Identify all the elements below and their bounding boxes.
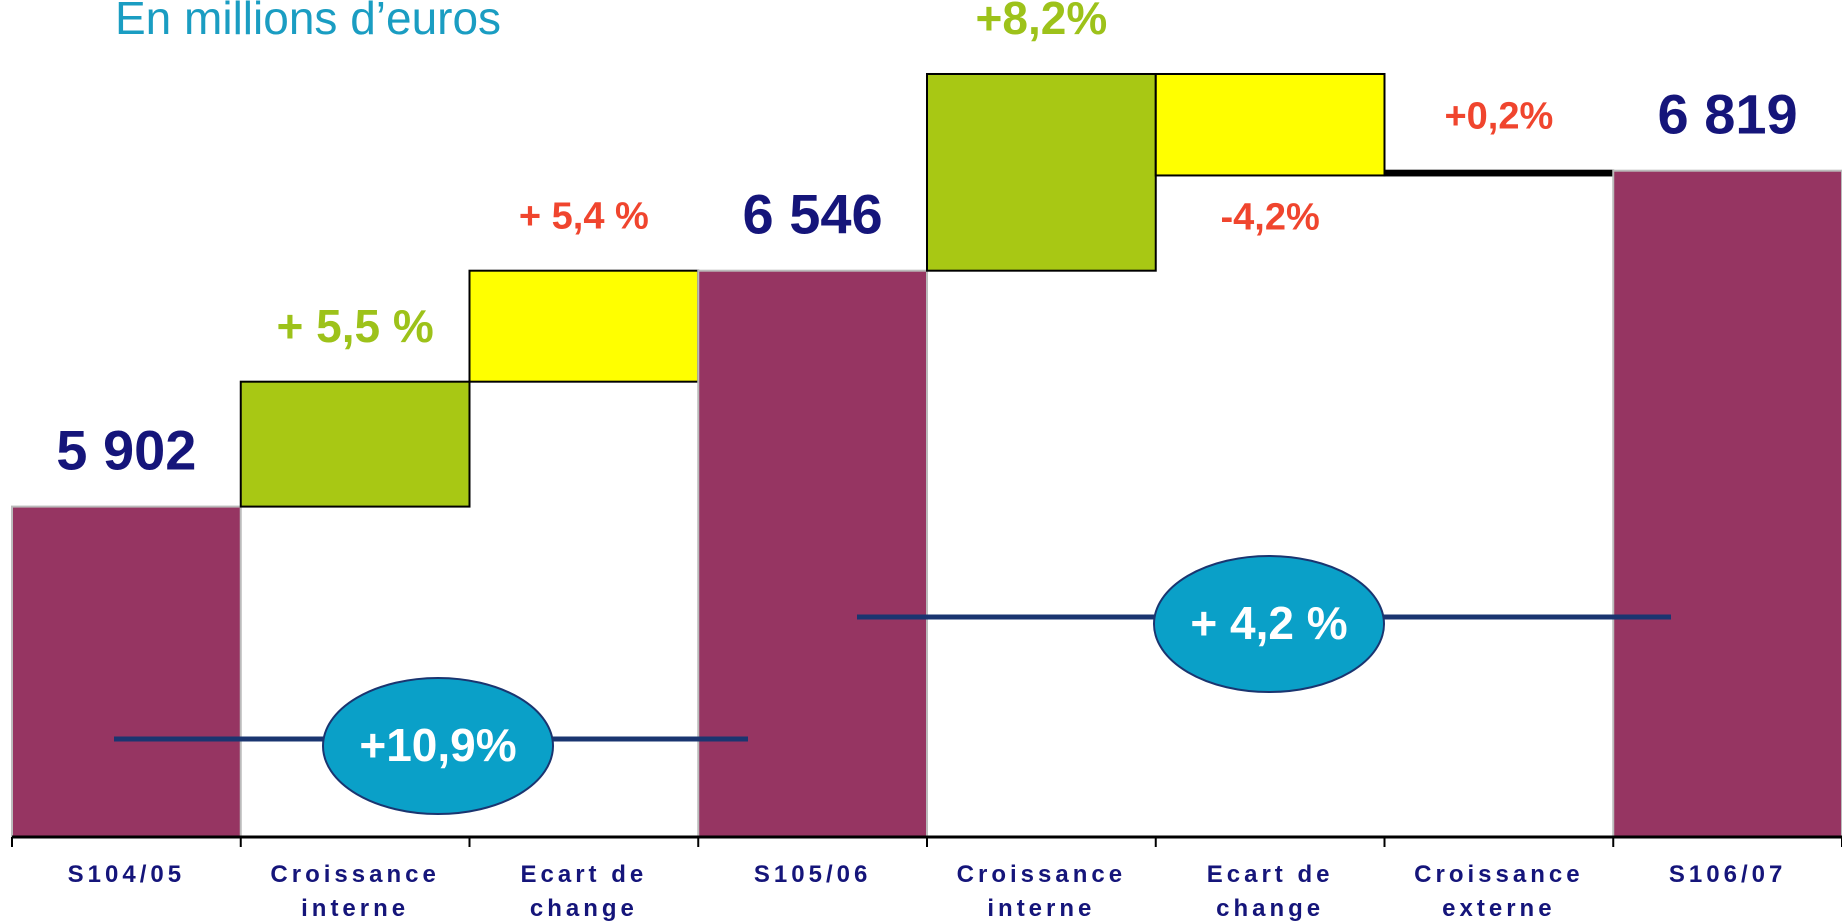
- growth-label: -4,2%: [1220, 196, 1319, 238]
- x-tick-label: S105/06: [753, 861, 872, 888]
- growth-bubble: [1153, 555, 1385, 693]
- growth-label: + 5,4 %: [519, 196, 649, 238]
- total-bar: [697, 269, 928, 838]
- growth-bubble-label: +10,9%: [359, 719, 516, 771]
- x-tick-label: S104/05: [67, 861, 186, 888]
- total-bar: [11, 505, 242, 838]
- total-label: 5 902: [56, 418, 196, 481]
- growth-bubble-label: + 4,2 %: [1190, 597, 1347, 649]
- x-tick-label: Ecart de change: [1206, 861, 1334, 922]
- x-tick-label: S106/07: [1668, 861, 1787, 888]
- chart-title: En millions d’euros: [115, 0, 501, 44]
- total-bar: [1612, 169, 1842, 838]
- growth-label: +0,2%: [1444, 96, 1553, 138]
- growth-bubble: [322, 677, 554, 815]
- step-bar: [1154, 72, 1386, 177]
- step-bar: [468, 269, 700, 383]
- x-tick-label: Croissance externe: [1414, 861, 1584, 922]
- x-tick-label: Croissance interne: [956, 861, 1127, 922]
- step-bar: [1383, 169, 1615, 177]
- step-bar: [926, 72, 1157, 272]
- growth-label: + 5,5 %: [276, 300, 433, 352]
- total-label: 6 819: [1658, 82, 1798, 145]
- growth-label: +8,2%: [976, 0, 1108, 44]
- x-tick-label: Croissance interne: [270, 861, 440, 922]
- step-bar: [239, 380, 471, 508]
- x-tick-label: Ecart de change: [520, 861, 648, 922]
- total-label: 6 546: [743, 182, 883, 245]
